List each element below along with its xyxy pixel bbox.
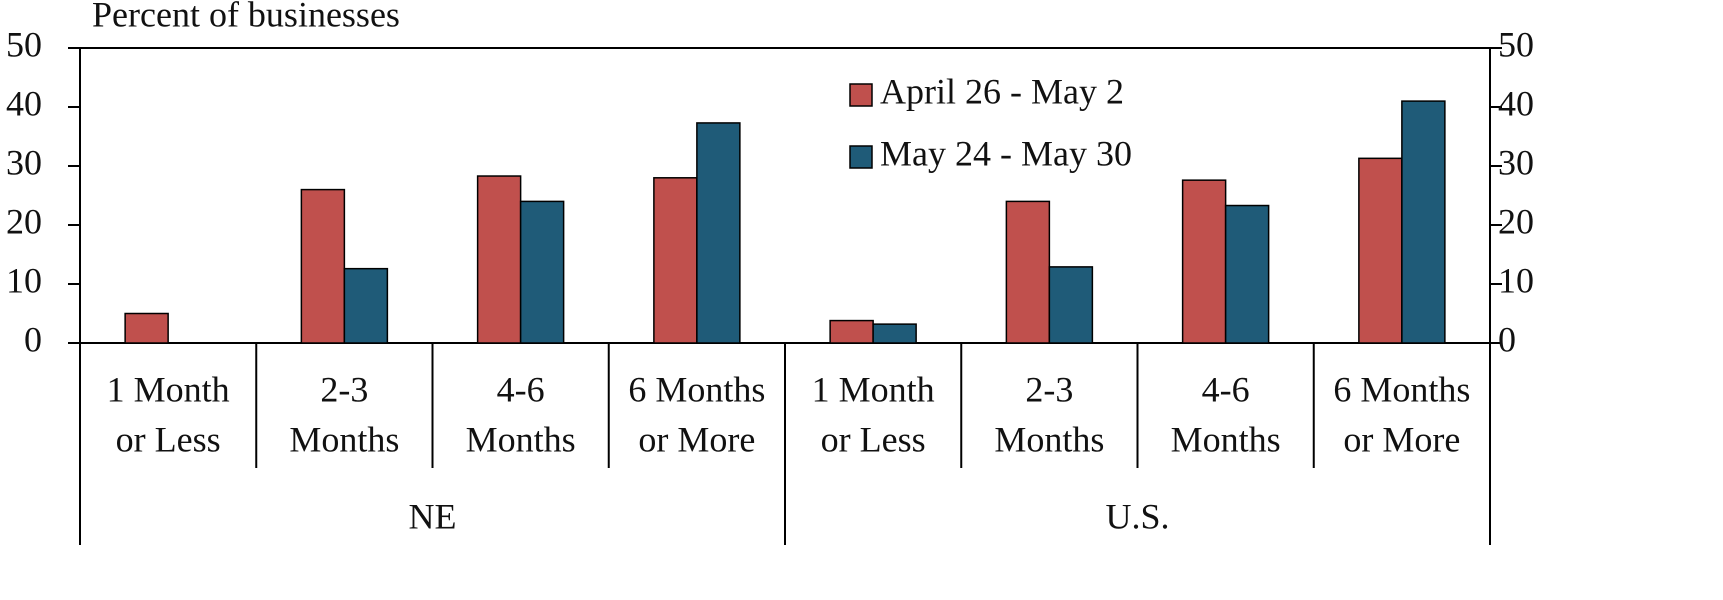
bar bbox=[476, 175, 522, 344]
x-tick-label: 4-6 bbox=[497, 369, 545, 409]
group-label: U.S. bbox=[1105, 496, 1169, 536]
x-tick-label: or More bbox=[638, 419, 755, 459]
bar bbox=[1005, 200, 1051, 344]
x-tick-label: 2-3 bbox=[320, 369, 368, 409]
bar bbox=[872, 323, 917, 344]
bar bbox=[1181, 179, 1227, 344]
x-tick-label: 4-6 bbox=[1202, 369, 1250, 409]
y2-tick-label: 0 bbox=[1498, 319, 1516, 359]
x-tick-label: Months bbox=[289, 419, 399, 459]
x-tick-label: or More bbox=[1343, 419, 1460, 459]
y2-tick-label: 40 bbox=[1498, 83, 1534, 123]
y-tick-label: 20 bbox=[6, 201, 42, 241]
y-tick-label: 30 bbox=[6, 142, 42, 182]
x-tick-label: Months bbox=[466, 419, 576, 459]
bar bbox=[1224, 204, 1270, 344]
x-tick-label: 1 Month bbox=[107, 369, 230, 409]
y2-tick-label: 30 bbox=[1498, 142, 1534, 182]
bar bbox=[343, 267, 389, 344]
bar bbox=[829, 319, 874, 344]
y-axis-title: Percent of businesses bbox=[92, 0, 400, 34]
y2-tick-label: 50 bbox=[1498, 24, 1534, 64]
y-tick-label: 0 bbox=[24, 319, 42, 359]
bar bbox=[653, 177, 698, 344]
bar bbox=[1358, 157, 1403, 344]
bar bbox=[1401, 100, 1446, 344]
bar bbox=[124, 312, 169, 344]
y2-tick-label: 20 bbox=[1498, 201, 1534, 241]
group-label: NE bbox=[409, 496, 457, 536]
x-tick-label: or Less bbox=[116, 419, 221, 459]
legend-swatch bbox=[849, 145, 873, 169]
bar bbox=[1048, 266, 1094, 344]
bar bbox=[696, 122, 741, 344]
x-tick-label: 1 Month bbox=[812, 369, 935, 409]
legend-label: May 24 - May 30 bbox=[880, 133, 1132, 173]
x-tick-label: 2-3 bbox=[1025, 369, 1073, 409]
x-tick-label: Months bbox=[994, 419, 1104, 459]
x-tick-label: 6 Months bbox=[628, 369, 765, 409]
x-tick-label: Months bbox=[1171, 419, 1281, 459]
y2-tick-label: 10 bbox=[1498, 260, 1534, 300]
y-tick-label: 40 bbox=[6, 83, 42, 123]
bar bbox=[519, 200, 565, 344]
bar bbox=[300, 188, 346, 344]
y-tick-label: 50 bbox=[6, 24, 42, 64]
legend-label: April 26 - May 2 bbox=[880, 71, 1124, 111]
legend-swatch bbox=[849, 83, 873, 107]
x-tick-label: or Less bbox=[821, 419, 926, 459]
x-tick-label: 6 Months bbox=[1333, 369, 1470, 409]
y-tick-label: 10 bbox=[6, 260, 42, 300]
